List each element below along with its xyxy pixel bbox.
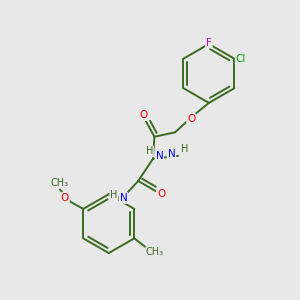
Text: O: O xyxy=(187,114,195,124)
Text: H: H xyxy=(110,190,118,200)
Text: O: O xyxy=(61,193,69,203)
Text: F: F xyxy=(206,38,212,47)
Text: H: H xyxy=(181,143,188,154)
Text: CH₃: CH₃ xyxy=(146,247,164,257)
Text: H: H xyxy=(146,146,153,157)
Text: O: O xyxy=(157,189,165,199)
Text: N: N xyxy=(155,152,163,161)
Text: O: O xyxy=(139,110,147,120)
Text: N: N xyxy=(168,148,176,158)
Text: N: N xyxy=(120,193,128,203)
Text: Cl: Cl xyxy=(236,54,246,64)
Text: CH₃: CH₃ xyxy=(51,178,69,188)
